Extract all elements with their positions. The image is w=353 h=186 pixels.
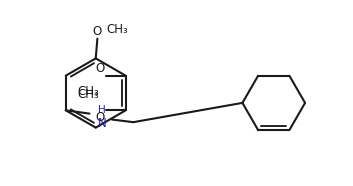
Text: O: O [96,111,105,124]
Text: O: O [93,25,102,38]
Text: CH₃: CH₃ [77,88,99,101]
Text: N: N [98,117,106,130]
Text: O: O [96,62,105,75]
Text: CH₃: CH₃ [107,23,128,36]
Text: CH₃: CH₃ [77,85,99,98]
Text: H: H [98,105,106,115]
